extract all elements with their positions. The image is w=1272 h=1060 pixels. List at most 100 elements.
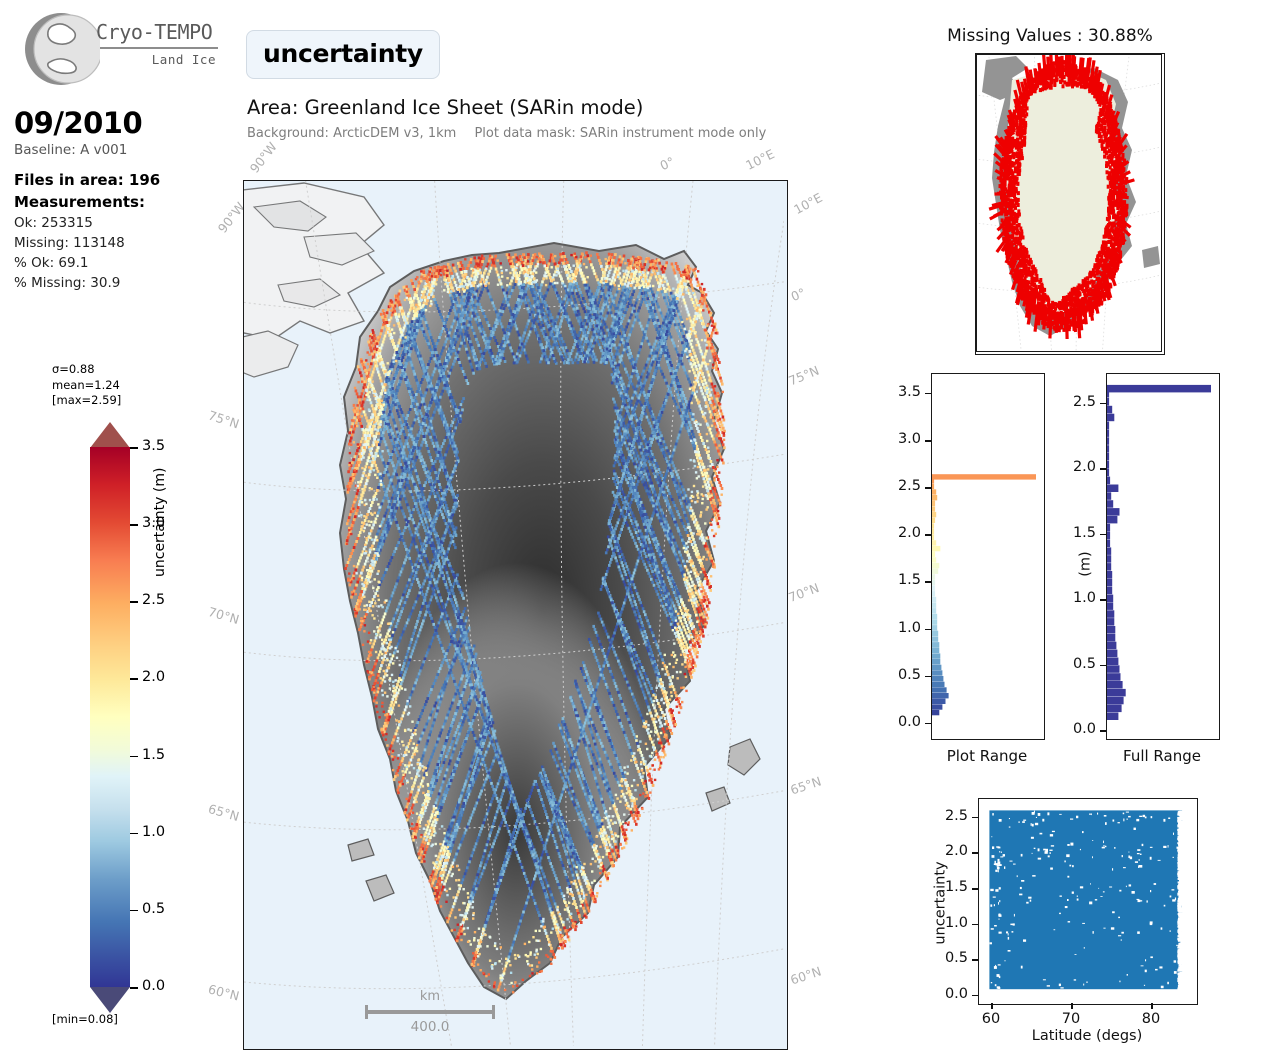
scalebar-unit: km bbox=[419, 989, 441, 1004]
area-title: Area: Greenland Ice Sheet (SARin mode) bbox=[247, 96, 644, 119]
axis-tick bbox=[1151, 1003, 1153, 1009]
axis-tick bbox=[1100, 730, 1106, 732]
measurements-heading: Measurements: bbox=[14, 193, 145, 212]
colorbar-tick bbox=[130, 524, 138, 526]
main-map[interactable] bbox=[243, 180, 788, 1050]
colorbar-tick bbox=[130, 832, 138, 835]
files-in-area: Files in area: 196 bbox=[14, 171, 161, 190]
axis-tick-label: 60 bbox=[981, 1011, 1001, 1027]
axis-tick-label: 0.0 bbox=[944, 985, 968, 1002]
axis-tick bbox=[972, 959, 978, 961]
axis-tick-label: 2.5 bbox=[897, 478, 921, 495]
latitude-scatter-chart[interactable] bbox=[978, 798, 1198, 1005]
colorbar-sigma: σ=0.88 bbox=[52, 362, 95, 376]
axis-tick-label: 0.5 bbox=[944, 950, 968, 967]
colorbar-tick bbox=[130, 447, 138, 449]
grid-label-75n-right: 75°N bbox=[786, 362, 822, 389]
baseline-label: Baseline: A v001 bbox=[14, 142, 128, 159]
colorbar-tick-label: 2.5 bbox=[142, 592, 166, 609]
axis-tick-label: 0.5 bbox=[1072, 655, 1096, 672]
plot-range-canvas bbox=[932, 474, 1036, 716]
axis-tick-label: 1.0 bbox=[1072, 590, 1096, 607]
plot-range-chart[interactable] bbox=[931, 373, 1045, 740]
colorbar-mean: mean=1.24 bbox=[52, 377, 120, 392]
colorbar-max: [max=2.59] bbox=[52, 393, 122, 408]
colorbar: σ=0.88 mean=1.24 [max=2.59] 3.5 3.0 2.5 2.0… bbox=[40, 362, 230, 1042]
axis-tick bbox=[1100, 402, 1106, 405]
colorbar-tick-label: 3.5 bbox=[142, 438, 166, 454]
stat-missing: Missing: 113148 bbox=[14, 235, 125, 252]
axis-tick bbox=[925, 628, 931, 631]
full-range-ylabel: (m) bbox=[1077, 551, 1094, 577]
axis-tick-label: 1.5 bbox=[944, 879, 968, 896]
colorbar-tick bbox=[130, 601, 138, 603]
axis-tick-label: 1.5 bbox=[1072, 524, 1096, 541]
axis-tick bbox=[1100, 664, 1106, 667]
axis-tick-label: 2.0 bbox=[1072, 459, 1096, 476]
axis-tick bbox=[1100, 468, 1106, 470]
colorbar-gradient bbox=[90, 447, 130, 987]
axis-tick bbox=[972, 816, 978, 819]
colorbar-over-arrow bbox=[90, 422, 130, 448]
logo-title: Cryo-TEMPO bbox=[96, 20, 213, 44]
colorbar-tick-label: 1.0 bbox=[142, 823, 166, 840]
colorbar-tick-label: 0.0 bbox=[142, 978, 166, 994]
logo-subtitle: Land Ice bbox=[151, 51, 216, 67]
axis-tick bbox=[925, 534, 931, 536]
area-subtitle: Background: ArcticDEM v3, 1km Plot data … bbox=[247, 126, 780, 141]
colorbar-axis-title: uncertainty (m) bbox=[152, 467, 168, 577]
colorbar-tick-label: 0.5 bbox=[142, 900, 166, 917]
colorbar-under-arrow bbox=[90, 987, 130, 1013]
inset-ice-sheet bbox=[1006, 68, 1122, 320]
full-range-chart[interactable] bbox=[1106, 373, 1220, 740]
axis-tick-label: 1.5 bbox=[897, 572, 921, 589]
scatter-ylabel: uncertainty bbox=[932, 861, 949, 945]
grid-label-0-right: 0° bbox=[788, 284, 808, 305]
variable-badge[interactable]: uncertainty bbox=[246, 30, 440, 79]
axis-tick bbox=[972, 923, 978, 926]
colorbar-tick bbox=[130, 909, 138, 912]
axis-tick bbox=[972, 852, 978, 854]
axis-tick bbox=[925, 722, 931, 725]
scalebar-cap-left bbox=[365, 1005, 368, 1019]
scalebar-value: 400.0 bbox=[410, 1019, 450, 1035]
stat-ok: Ok: 253315 bbox=[14, 215, 93, 232]
axis-tick-label: 1.0 bbox=[897, 619, 921, 636]
missing-values-map[interactable] bbox=[975, 53, 1165, 355]
logo-divider bbox=[100, 47, 218, 49]
axis-tick bbox=[925, 487, 931, 489]
axis-tick-label: 2.5 bbox=[944, 807, 968, 824]
grid-label-0-top: 0° bbox=[657, 153, 677, 174]
colorbar-tick bbox=[130, 755, 138, 758]
plot-range-xlabel: Plot Range bbox=[946, 747, 1028, 765]
missing-values-canvas bbox=[976, 54, 1164, 354]
axis-tick bbox=[972, 994, 978, 997]
colorbar-min: [min=0.08] bbox=[52, 1012, 118, 1026]
mask-note: Plot data mask: SARin instrument mode on… bbox=[474, 126, 767, 141]
grid-label-90w-top: 90°W bbox=[246, 139, 280, 176]
axis-tick-label: 0.5 bbox=[897, 666, 921, 683]
axis-tick bbox=[925, 392, 931, 395]
colorbar-tick bbox=[130, 987, 138, 989]
scalebar-cap-right bbox=[492, 1005, 495, 1019]
grid-label-70n-right: 70°N bbox=[786, 580, 822, 605]
axis-tick-label: 70 bbox=[1061, 1011, 1081, 1027]
inset-missing-tracks bbox=[988, 54, 1135, 340]
globe-ice-icon bbox=[25, 13, 100, 85]
scalebar-line bbox=[366, 1010, 494, 1014]
axis-tick-label: 2.0 bbox=[944, 843, 968, 860]
full-range-xlabel: Full Range bbox=[1123, 747, 1201, 765]
axis-tick bbox=[1071, 1003, 1073, 1009]
axis-tick-label: 0.0 bbox=[897, 713, 921, 730]
axis-tick bbox=[925, 675, 931, 678]
axis-tick bbox=[1100, 599, 1106, 601]
axis-tick bbox=[925, 440, 931, 442]
axis-tick-label: 2.0 bbox=[897, 525, 921, 542]
axis-tick bbox=[972, 888, 978, 890]
axis-tick bbox=[1100, 533, 1106, 536]
grid-label-65n-right: 65°N bbox=[788, 773, 824, 798]
grid-label-10e-top: 10°E bbox=[743, 146, 777, 173]
scale-bar: km 400.0 bbox=[360, 989, 500, 1035]
app-logo: Cryo-TEMPO Land Ice bbox=[14, 6, 224, 92]
missing-values-title: Missing Values : 30.88% bbox=[947, 26, 1153, 46]
